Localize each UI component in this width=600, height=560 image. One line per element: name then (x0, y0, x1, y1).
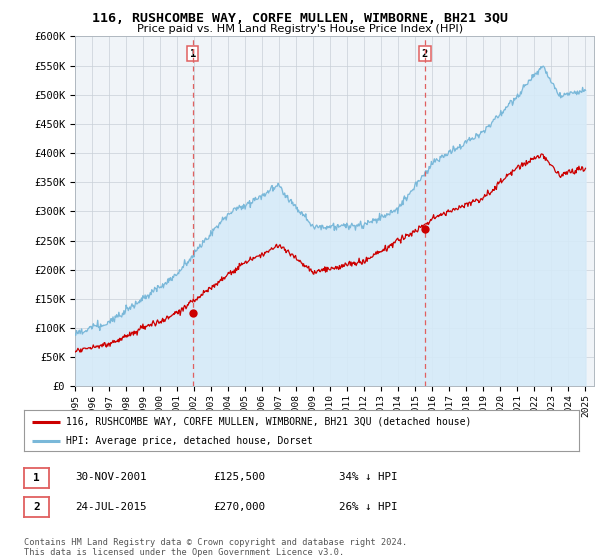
Text: £270,000: £270,000 (213, 502, 265, 512)
Text: £125,500: £125,500 (213, 472, 265, 482)
Text: 2: 2 (33, 502, 40, 512)
Text: 34% ↓ HPI: 34% ↓ HPI (339, 472, 397, 482)
Text: 116, RUSHCOMBE WAY, CORFE MULLEN, WIMBORNE, BH21 3QU (detached house): 116, RUSHCOMBE WAY, CORFE MULLEN, WIMBOR… (65, 417, 471, 427)
Text: Contains HM Land Registry data © Crown copyright and database right 2024.
This d: Contains HM Land Registry data © Crown c… (24, 538, 407, 557)
Text: 1: 1 (33, 473, 40, 483)
Text: 1: 1 (190, 49, 196, 59)
Text: 30-NOV-2001: 30-NOV-2001 (75, 472, 146, 482)
Text: 2: 2 (422, 49, 428, 59)
Text: HPI: Average price, detached house, Dorset: HPI: Average price, detached house, Dors… (65, 436, 313, 446)
Text: Price paid vs. HM Land Registry's House Price Index (HPI): Price paid vs. HM Land Registry's House … (137, 24, 463, 34)
Text: 26% ↓ HPI: 26% ↓ HPI (339, 502, 397, 512)
Text: 24-JUL-2015: 24-JUL-2015 (75, 502, 146, 512)
Text: 116, RUSHCOMBE WAY, CORFE MULLEN, WIMBORNE, BH21 3QU: 116, RUSHCOMBE WAY, CORFE MULLEN, WIMBOR… (92, 12, 508, 25)
